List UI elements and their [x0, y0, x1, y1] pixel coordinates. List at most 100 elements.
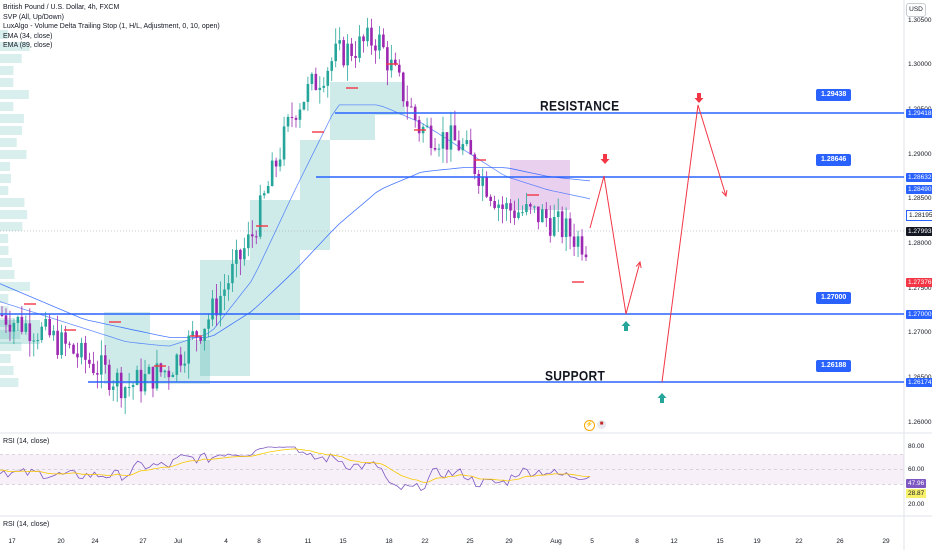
candle-body: [72, 344, 75, 354]
candle-body: [485, 176, 488, 197]
candle-body: [243, 248, 246, 260]
price-label-red[interactable]: 1.27376: [906, 277, 932, 287]
candle-body: [580, 236, 584, 255]
ema-89-line: [0, 167, 591, 338]
mid-level-callout[interactable]: 1.28646: [816, 154, 852, 166]
candle-body: [187, 335, 191, 364]
trailing-stop-zone: [104, 312, 150, 384]
indicator-svp[interactable]: SVP (All, Up/Down): [3, 13, 64, 21]
candle-body: [362, 36, 365, 42]
candle-body: [179, 354, 183, 366]
candle-body: [16, 316, 20, 323]
candle-body: [171, 374, 175, 378]
candle-body: [159, 363, 163, 373]
candle-body: [28, 323, 32, 342]
time-tick: 19: [753, 538, 761, 545]
candle-body: [4, 315, 8, 325]
candle-body: [429, 125, 433, 149]
symbol-title[interactable]: British Pound / U.S. Dollar, 4h, FXCM: [3, 4, 120, 11]
candle-body: [560, 211, 564, 238]
time-tick: 29: [505, 538, 513, 545]
rsi-value[interactable]: 47.96: [906, 479, 927, 488]
rsi-title[interactable]: RSI (14, close): [3, 438, 50, 445]
candle-body: [564, 218, 568, 238]
time-tick: 5: [590, 538, 594, 545]
rsi-tick: 20.00: [908, 501, 925, 508]
time-tick: 18: [385, 538, 393, 545]
time-tick: 8: [257, 538, 261, 545]
support-low-callout[interactable]: 1.26188: [816, 360, 852, 372]
candle-body: [350, 43, 353, 56]
candle-body: [274, 160, 278, 167]
candle-body: [80, 342, 83, 358]
time-tick: 12: [670, 538, 678, 545]
candle-body: [465, 140, 469, 145]
volume-profile-bar: [0, 354, 11, 363]
rsi-title-2[interactable]: RSI (14, close): [3, 521, 50, 528]
candle-body: [107, 364, 111, 390]
support-mid-callout[interactable]: 1.27000: [816, 292, 852, 304]
candle-body: [36, 340, 40, 342]
price-tick: 1.28500: [908, 195, 932, 203]
rsi-ma-value[interactable]: 28.87: [906, 489, 927, 498]
volume-profile-bar: [0, 258, 13, 267]
candle-body: [556, 211, 560, 217]
candle-body: [517, 212, 520, 218]
candle-body: [326, 70, 330, 86]
volume-profile-bar: [0, 66, 14, 75]
price-tick: 1.27000: [908, 329, 932, 337]
volume-profile-bar: [0, 174, 11, 183]
candle-body: [254, 236, 258, 238]
indicator-ema89[interactable]: EMA (89, close): [3, 42, 53, 49]
candle-body: [163, 370, 167, 373]
candle-body: [270, 160, 274, 187]
candle-body: [314, 73, 318, 90]
candle-body: [322, 85, 326, 88]
candle-body: [40, 326, 44, 341]
candle-body: [48, 318, 51, 336]
currency-button[interactable]: USD: [906, 3, 926, 17]
price-label-resistance-top[interactable]: 1.29418: [906, 108, 932, 118]
indicator-ema34[interactable]: EMA (34, close): [3, 32, 53, 40]
candle-body: [310, 73, 314, 84]
event-icon[interactable]: ⚡: [584, 420, 595, 431]
volume-profile-bar: [0, 90, 29, 99]
price-label-support-low[interactable]: 1.26174: [906, 377, 932, 387]
resistance-label: RESISTANCE: [540, 97, 620, 115]
us-flag-icon[interactable]: ■: [597, 420, 606, 429]
trailing-stop-zone: [250, 200, 300, 320]
rsi-tick: 60.00: [908, 466, 925, 473]
price-label-mid-lower[interactable]: 1.28490: [906, 184, 932, 194]
candle-body: [64, 332, 67, 344]
price-tick: 1.30000: [908, 61, 932, 69]
price-label-ts[interactable]: 1.28195: [906, 209, 932, 221]
candle-body: [425, 125, 429, 127]
indicator-luxalgo[interactable]: LuxAlgo - Volume Delta Trailing Stop (1,…: [3, 23, 220, 30]
price-label-current[interactable]: 1.27993: [906, 226, 932, 236]
volume-profile-bar: [0, 126, 22, 135]
candle-body: [346, 43, 349, 66]
candle-body: [250, 234, 254, 237]
candle-body: [457, 140, 461, 151]
price-label-mid-upper[interactable]: 1.28632: [906, 172, 932, 182]
candle-body: [76, 353, 79, 358]
candle-body: [24, 323, 28, 332]
resistance-callout[interactable]: 1.29438: [816, 89, 852, 101]
candle-body: [354, 55, 357, 58]
volume-profile-bar: [0, 78, 14, 87]
candle-body: [533, 206, 536, 208]
price-label-support-mid[interactable]: 1.27000: [906, 309, 932, 319]
candle-body: [505, 203, 508, 209]
candle-body: [127, 387, 131, 389]
candle-body: [211, 298, 214, 320]
volume-profile-bar: [0, 186, 9, 195]
candle-body: [290, 116, 294, 118]
candle-body: [537, 206, 540, 223]
trailing-stop-zone: [510, 160, 570, 210]
candle-body: [453, 125, 457, 141]
candle-body: [497, 204, 500, 208]
candle-body: [278, 159, 282, 167]
projection-arrowhead: [635, 260, 642, 268]
